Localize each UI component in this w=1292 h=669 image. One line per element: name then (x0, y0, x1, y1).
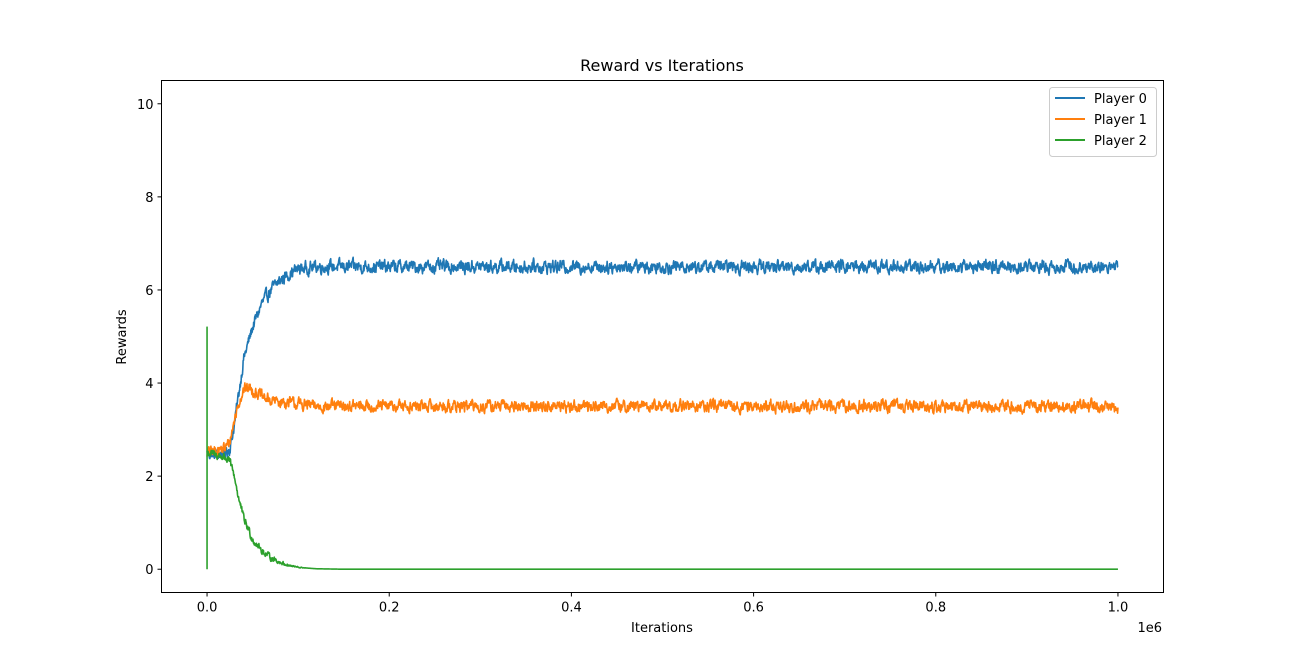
x-axis-label: Iterations (631, 621, 693, 636)
x-tick-label: 0.6 (743, 601, 764, 616)
x-axis-offset-label: 1e6 (1137, 621, 1162, 636)
chart-title: Reward vs Iterations (580, 56, 744, 75)
plot-frame (161, 80, 1164, 593)
y-tick-label: 10 (137, 98, 154, 113)
legend: Player 0 Player 1 Player 2 (1049, 87, 1157, 157)
x-tick-label: 0.8 (925, 601, 946, 616)
y-tick-label: 0 (145, 563, 153, 578)
plot-lines (206, 256, 1119, 571)
legend-label-player-0: Player 0 (1094, 92, 1147, 107)
series-line-player-1 (206, 382, 1119, 459)
x-tick-label: 0.0 (197, 601, 218, 616)
y-axis-ticks: 0 2 4 6 8 10 (137, 98, 162, 578)
x-tick-label: 1.0 (1108, 601, 1129, 616)
legend-label-player-2: Player 2 (1094, 134, 1147, 149)
x-axis-ticks: 0.0 0.2 0.4 0.6 0.8 1.0 (197, 592, 1129, 616)
y-tick-label: 4 (145, 377, 153, 392)
legend-label-player-1: Player 1 (1094, 113, 1147, 128)
series-line-player-2 (206, 326, 1119, 571)
x-tick-label: 0.4 (561, 601, 582, 616)
y-tick-label: 2 (145, 470, 153, 485)
x-tick-label: 0.2 (379, 601, 400, 616)
y-tick-label: 6 (145, 284, 153, 299)
y-tick-label: 8 (145, 191, 153, 206)
y-axis-label: Rewards (115, 309, 130, 364)
series-line-player-0 (206, 256, 1119, 460)
